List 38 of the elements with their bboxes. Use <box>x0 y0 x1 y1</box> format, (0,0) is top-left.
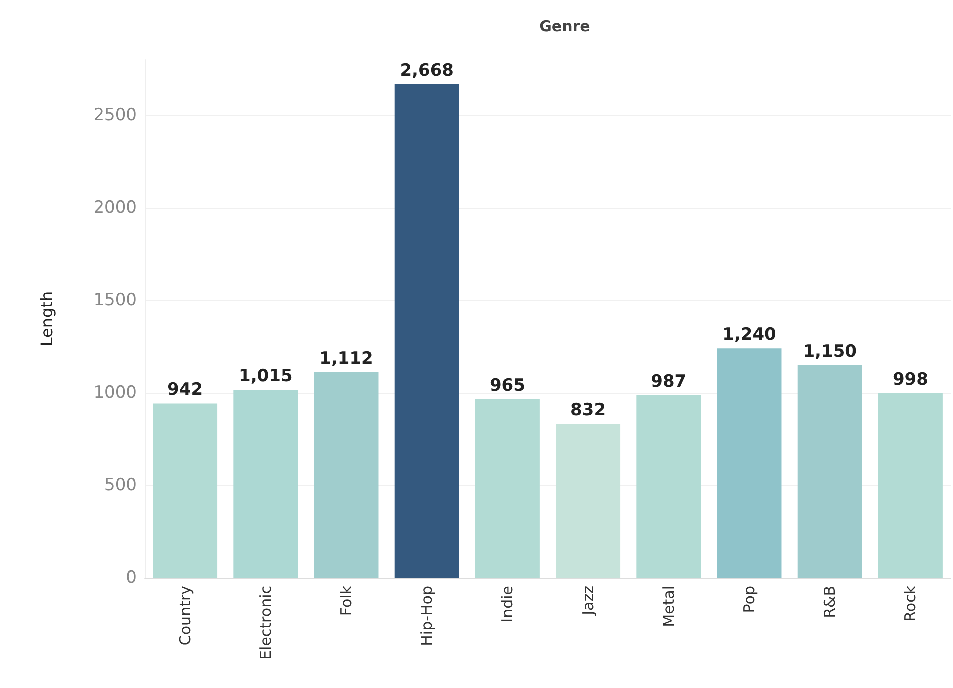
y-tick-label: 2500 <box>94 106 137 126</box>
bar <box>717 348 782 578</box>
x-tick-label: Metal <box>660 586 678 628</box>
data-label: 2,668 <box>400 60 454 81</box>
y-tick-label: 500 <box>104 476 137 496</box>
bar <box>234 390 298 578</box>
data-label: 987 <box>651 372 687 392</box>
data-label: 1,240 <box>722 325 777 346</box>
bar <box>314 372 379 578</box>
bar <box>878 393 943 578</box>
chart-title: Genre <box>540 18 590 36</box>
y-tick-label: 2000 <box>94 198 137 218</box>
bar <box>394 84 460 578</box>
x-tick-label: Rock <box>902 586 920 622</box>
x-tick-label: R&B <box>821 586 840 618</box>
y-axis-title: Length <box>38 291 56 347</box>
y-tick-label: 1500 <box>94 290 137 310</box>
x-tick-label: Folk <box>338 586 356 616</box>
data-label: 965 <box>490 376 526 396</box>
x-tick-label: Indie <box>498 586 517 623</box>
data-label: 1,112 <box>320 348 374 369</box>
bar <box>153 404 218 578</box>
x-tick-label: Country <box>176 586 194 646</box>
y-tick-label: 1000 <box>94 383 137 403</box>
y-tick-label: 0 <box>126 568 137 588</box>
data-label: 998 <box>892 370 928 390</box>
data-label: 1,015 <box>239 366 293 387</box>
x-tick-label: Pop <box>740 586 758 614</box>
x-tick-label: Electronic <box>256 586 275 660</box>
data-label: 832 <box>570 400 606 421</box>
x-tick-label: Jazz <box>579 586 598 616</box>
data-label: 1,150 <box>803 342 858 362</box>
data-label: 942 <box>168 380 204 400</box>
bar <box>556 424 621 578</box>
bar <box>475 399 540 578</box>
bar <box>636 395 702 578</box>
x-tick-label: Hip-Hop <box>418 586 436 646</box>
bar <box>798 365 862 578</box>
